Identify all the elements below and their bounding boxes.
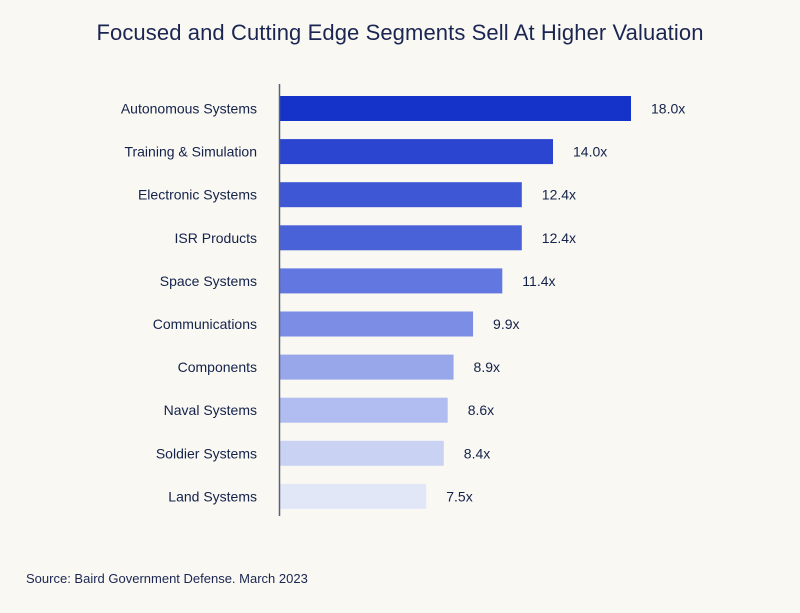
bar	[280, 483, 427, 509]
bar	[280, 182, 522, 208]
value-label: 8.6x	[468, 402, 494, 418]
category-label: Training & Simulation	[124, 144, 257, 160]
chart-title: Focused and Cutting Edge Segments Sell A…	[96, 20, 704, 45]
bar	[280, 440, 444, 466]
bar	[280, 96, 631, 121]
value-label: 18.0x	[651, 101, 685, 117]
bar	[280, 311, 474, 337]
category-label: Electronic Systems	[138, 187, 257, 203]
value-label: 9.9x	[493, 316, 519, 332]
category-label: Land Systems	[168, 488, 257, 504]
value-label: 14.0x	[573, 144, 607, 160]
category-label: ISR Products	[175, 230, 257, 246]
category-label: Autonomous Systems	[121, 101, 257, 117]
bar	[280, 139, 553, 165]
value-label: 8.4x	[464, 445, 490, 461]
value-label: 7.5x	[446, 488, 472, 504]
bar-chart: Autonomous Systems 18.0x Training & Simula…	[121, 84, 685, 516]
value-label: 11.4x	[522, 273, 555, 289]
source-note: Source: Baird Government Defense. March …	[26, 571, 308, 586]
value-label: 8.9x	[474, 359, 500, 375]
value-label: 12.4x	[542, 230, 576, 246]
value-label: 12.4x	[542, 187, 576, 203]
category-label: Naval Systems	[164, 402, 257, 418]
bar	[280, 268, 503, 294]
bar	[280, 354, 454, 380]
bar	[280, 225, 522, 251]
category-label: Soldier Systems	[156, 445, 257, 461]
category-label: Components	[178, 359, 257, 375]
category-label: Communications	[153, 316, 257, 332]
bar	[280, 397, 448, 423]
category-label: Space Systems	[160, 273, 257, 289]
